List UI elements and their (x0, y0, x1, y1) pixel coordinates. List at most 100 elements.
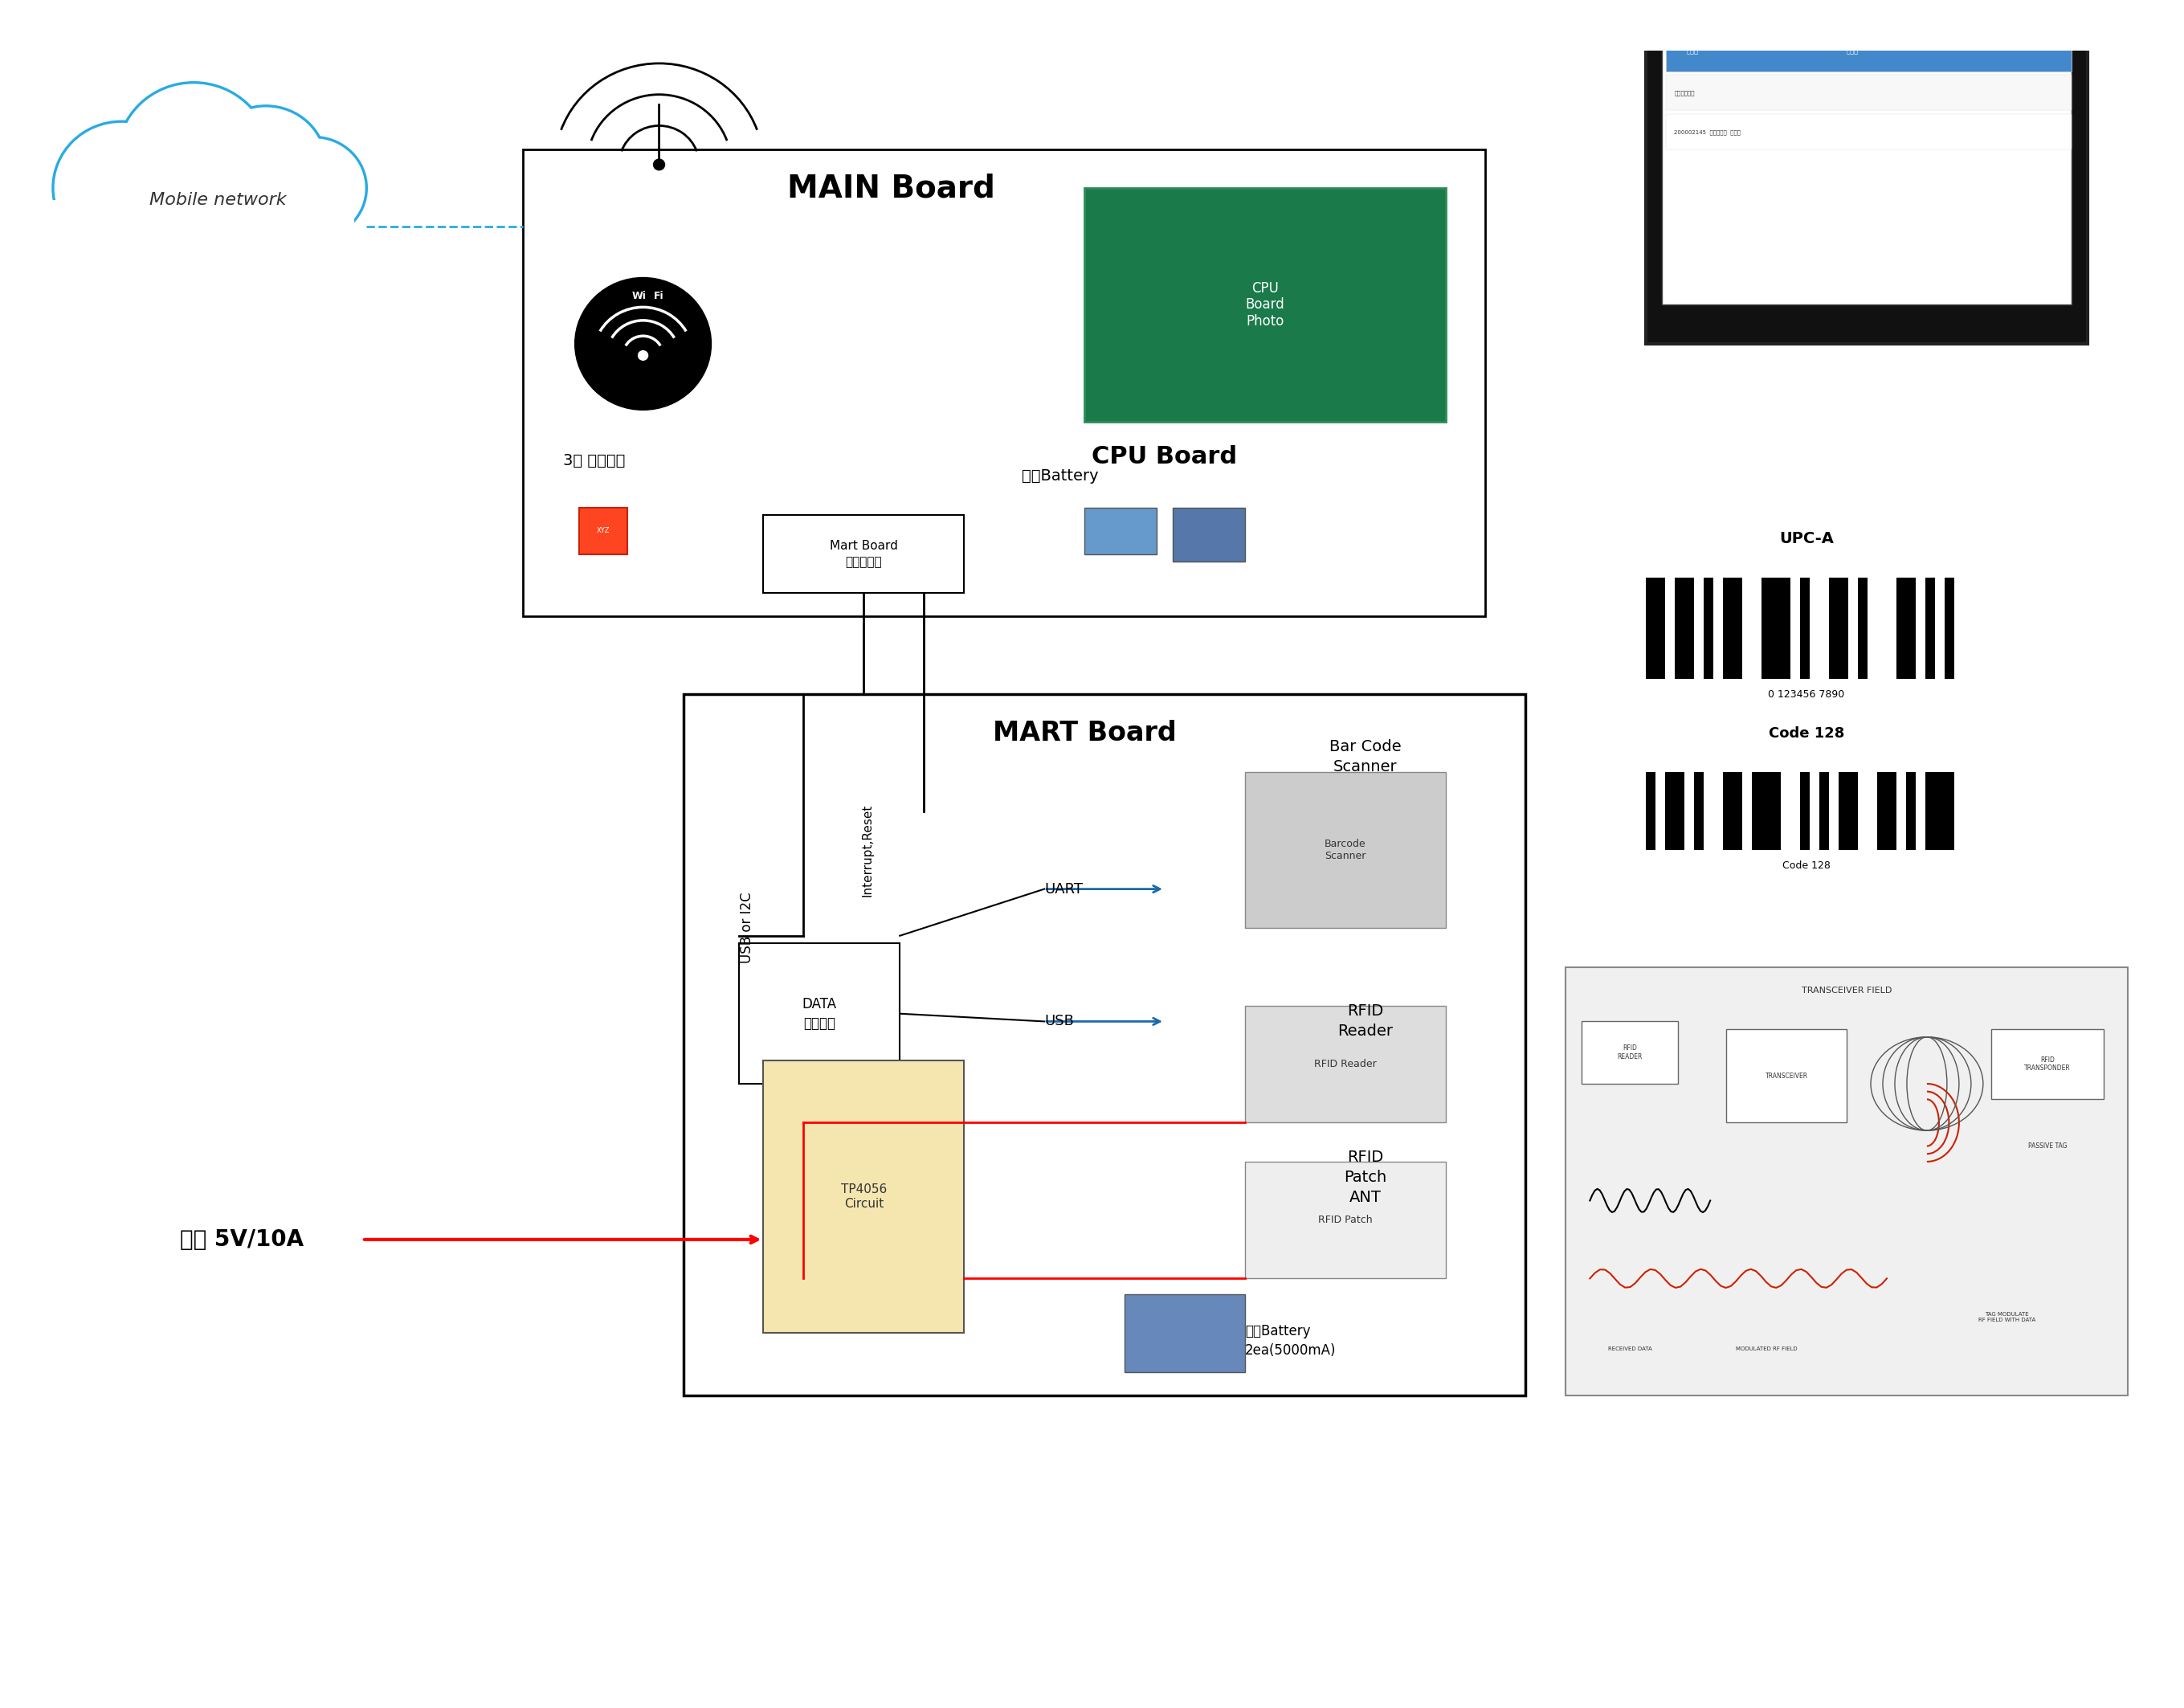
Text: CPU Board: CPU Board (1092, 446, 1238, 468)
FancyBboxPatch shape (1752, 772, 1762, 851)
Text: MART Board: MART Board (992, 721, 1177, 746)
Text: UPC-A: UPC-A (1780, 531, 1835, 547)
FancyBboxPatch shape (1800, 577, 1811, 678)
FancyBboxPatch shape (1675, 577, 1684, 678)
FancyBboxPatch shape (740, 943, 900, 1085)
FancyBboxPatch shape (1762, 772, 1771, 851)
FancyBboxPatch shape (1771, 772, 1780, 851)
Text: Bar Code
Scanner: Bar Code Scanner (1330, 740, 1402, 774)
FancyBboxPatch shape (1704, 577, 1714, 678)
Text: Code 128: Code 128 (1782, 861, 1830, 871)
FancyBboxPatch shape (1647, 772, 1655, 851)
FancyBboxPatch shape (1173, 507, 1245, 562)
Circle shape (98, 149, 210, 258)
Text: 파스스캘니닩: 파스스캘니닩 (1675, 91, 1695, 96)
FancyBboxPatch shape (1085, 507, 1158, 553)
FancyBboxPatch shape (1819, 772, 1828, 851)
FancyBboxPatch shape (1684, 577, 1695, 678)
FancyBboxPatch shape (1666, 114, 2070, 149)
Circle shape (120, 84, 269, 229)
FancyBboxPatch shape (1926, 772, 1935, 851)
FancyBboxPatch shape (1839, 577, 1848, 678)
FancyBboxPatch shape (1780, 577, 1791, 678)
FancyBboxPatch shape (1762, 577, 1771, 678)
Text: RECEIVED DATA: RECEIVED DATA (1607, 1346, 1651, 1351)
FancyBboxPatch shape (1581, 1021, 1677, 1085)
FancyBboxPatch shape (764, 1061, 963, 1332)
Circle shape (638, 350, 649, 360)
FancyBboxPatch shape (1675, 772, 1684, 851)
Text: Fi: Fi (653, 290, 664, 301)
FancyBboxPatch shape (1725, 1030, 1848, 1122)
FancyBboxPatch shape (1859, 577, 1867, 678)
FancyBboxPatch shape (1245, 772, 1446, 927)
FancyBboxPatch shape (1848, 772, 1859, 851)
FancyBboxPatch shape (1907, 772, 1915, 851)
FancyBboxPatch shape (1771, 577, 1780, 678)
Circle shape (205, 106, 325, 224)
Circle shape (52, 121, 190, 254)
Circle shape (264, 138, 365, 237)
FancyBboxPatch shape (1887, 772, 1896, 851)
FancyBboxPatch shape (1896, 577, 1907, 678)
FancyBboxPatch shape (50, 200, 354, 266)
Circle shape (55, 123, 188, 253)
FancyBboxPatch shape (1935, 772, 1944, 851)
FancyBboxPatch shape (764, 516, 963, 593)
Text: USB: USB (1044, 1015, 1075, 1028)
FancyBboxPatch shape (684, 693, 1527, 1395)
Text: Mart Board
인터페이스: Mart Board 인터페이스 (830, 540, 898, 569)
Text: 충전Battery: 충전Battery (1022, 468, 1099, 483)
Text: 3축 가속센서: 3축 가속센서 (563, 453, 625, 468)
Text: TRANSCEIVER: TRANSCEIVER (1765, 1073, 1808, 1079)
FancyBboxPatch shape (1666, 32, 2070, 72)
Text: 업체명: 업체명 (1848, 48, 1859, 55)
FancyBboxPatch shape (1662, 0, 2070, 304)
FancyBboxPatch shape (1245, 1161, 1446, 1279)
Circle shape (118, 84, 271, 231)
Text: TRANSCEIVER FIELD: TRANSCEIVER FIELD (1802, 986, 1891, 994)
FancyBboxPatch shape (1944, 577, 1955, 678)
Circle shape (168, 147, 284, 260)
FancyBboxPatch shape (579, 507, 627, 553)
Text: MAIN Board: MAIN Board (788, 173, 996, 203)
FancyBboxPatch shape (1828, 577, 1839, 678)
FancyBboxPatch shape (1085, 188, 1446, 422)
FancyBboxPatch shape (1944, 772, 1955, 851)
Text: RFID
Patch
ANT: RFID Patch ANT (1343, 1149, 1387, 1204)
Text: MODULATED RF FIELD: MODULATED RF FIELD (1736, 1346, 1797, 1351)
Text: RFID Reader: RFID Reader (1315, 1059, 1376, 1069)
Circle shape (574, 278, 712, 410)
FancyBboxPatch shape (1723, 772, 1732, 851)
Circle shape (207, 108, 325, 222)
Text: Interrupt,Reset: Interrupt,Reset (863, 804, 874, 897)
Text: 200002145  일반의상품  가점주: 200002145 일반의상품 가점주 (1675, 130, 1741, 135)
FancyBboxPatch shape (1723, 577, 1732, 678)
Text: UART: UART (1044, 881, 1083, 897)
Text: Wi: Wi (631, 290, 646, 301)
FancyBboxPatch shape (1566, 967, 2127, 1395)
Text: 0 123456 7890: 0 123456 7890 (1769, 688, 1845, 700)
FancyBboxPatch shape (1878, 772, 1887, 851)
Text: CPU
Board
Photo: CPU Board Photo (1245, 280, 1284, 328)
FancyBboxPatch shape (1666, 75, 2070, 109)
FancyBboxPatch shape (1732, 577, 1743, 678)
Text: Barcode
Scanner: Barcode Scanner (1324, 839, 1365, 861)
Text: TAG MODULATE
RF FIELD WITH DATA: TAG MODULATE RF FIELD WITH DATA (1979, 1312, 2035, 1322)
FancyBboxPatch shape (522, 149, 1485, 617)
Text: RFID
READER: RFID READER (1618, 1045, 1642, 1061)
FancyBboxPatch shape (1666, 772, 1675, 851)
FancyBboxPatch shape (1800, 772, 1811, 851)
Circle shape (262, 137, 367, 239)
Circle shape (98, 150, 207, 256)
Text: RFID
Reader: RFID Reader (1337, 1004, 1393, 1038)
FancyBboxPatch shape (1125, 1295, 1245, 1372)
FancyBboxPatch shape (1245, 1006, 1446, 1122)
Text: PASSIVE TAG: PASSIVE TAG (2027, 1143, 2066, 1149)
Text: Mobile network: Mobile network (149, 191, 286, 208)
FancyBboxPatch shape (1695, 772, 1704, 851)
Text: DATA
변환회로: DATA 변환회로 (802, 997, 836, 1030)
Text: RFID
TRANSPONDER: RFID TRANSPONDER (2025, 1057, 2070, 1073)
Text: Code 128: Code 128 (1769, 726, 1845, 741)
FancyBboxPatch shape (1732, 772, 1743, 851)
